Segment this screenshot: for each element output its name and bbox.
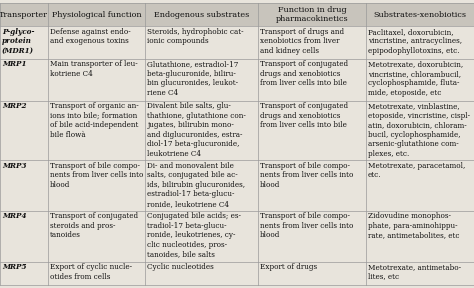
Text: Substrates-xenobiotics: Substrates-xenobiotics	[374, 11, 466, 19]
Text: Main transporter of leu-
kotriene C4: Main transporter of leu- kotriene C4	[50, 60, 137, 78]
Text: Glutathione, estradiol-17
beta-glucuronide, biliru-
bin glucuronides, leukot-
ri: Glutathione, estradiol-17 beta-glucuroni…	[147, 60, 239, 97]
Text: Paclitaxel, doxorubicin,
vincristine, antracyclines,
epipodophyllotoxins, etc.: Paclitaxel, doxorubicin, vincristine, an…	[368, 28, 462, 55]
Text: Defense against endo-
and exogenous toxins: Defense against endo- and exogenous toxi…	[50, 28, 130, 45]
Text: P-glyco-
protein
(MDR1): P-glyco- protein (MDR1)	[2, 28, 35, 55]
Bar	[0, 3, 474, 26]
Text: Divalent bile salts, glu-
thathione, glutathione con-
jugates, bilirubin mono-
a: Divalent bile salts, glu- thathione, glu…	[147, 102, 246, 158]
Text: Metotrexate, doxorubicin,
vincristine, chlorambucil,
cyclophosphamide, fluta-
mi: Metotrexate, doxorubicin, vincristine, c…	[368, 60, 463, 97]
Text: MRP4: MRP4	[2, 212, 27, 220]
Text: Transport of conjugated
drugs and xenobiotics
from liver cells into bile: Transport of conjugated drugs and xenobi…	[260, 102, 348, 129]
Text: MRP2: MRP2	[2, 102, 27, 110]
Text: Metotrexate, paracetamol,
etc.: Metotrexate, paracetamol, etc.	[368, 162, 465, 179]
Text: Conjugated bile acids; es-
tradiol-17 beta-glucu-
ronide, leukotrienes, cy-
clic: Conjugated bile acids; es- tradiol-17 be…	[147, 212, 241, 258]
Text: Transport of bile compo-
nents from liver cells into
blood: Transport of bile compo- nents from live…	[260, 212, 354, 239]
Text: Endogenous substrates: Endogenous substrates	[154, 11, 249, 19]
Text: Transport of conjugated
steroids and pros-
tanoides: Transport of conjugated steroids and pro…	[50, 212, 137, 239]
Text: Function in drug
pharmacokinetics: Function in drug pharmacokinetics	[276, 6, 348, 23]
Text: MRP5: MRP5	[2, 263, 27, 271]
Text: Transport of drugs and
xenobiotics from liver
and kidney cells: Transport of drugs and xenobiotics from …	[260, 28, 344, 55]
Text: Transport of bile compo-
nents from liver cells into
blood: Transport of bile compo- nents from live…	[260, 162, 354, 189]
Bar	[0, 211, 474, 262]
Text: Transport of conjugated
drugs and xenobiotics
from liver cells into bile: Transport of conjugated drugs and xenobi…	[260, 60, 348, 87]
Text: Export of drugs: Export of drugs	[260, 263, 317, 271]
Bar	[0, 26, 474, 59]
Bar	[0, 101, 474, 160]
Text: Transporter: Transporter	[0, 11, 48, 19]
Bar	[0, 262, 474, 285]
Text: Zidovudine monophos-
phate, para-aminohippu-
rate, antimetabolites, etc: Zidovudine monophos- phate, para-aminohi…	[368, 212, 460, 239]
Bar	[0, 160, 474, 211]
Text: Metotrexate, antimetabo-
lites, etc: Metotrexate, antimetabo- lites, etc	[368, 263, 461, 281]
Text: Metotrexate, vinblastine,
etoposide, vincristine, cispl-
atin, doxorubicin, chlo: Metotrexate, vinblastine, etoposide, vin…	[368, 102, 470, 158]
Text: Cyclic nucleotides: Cyclic nucleotides	[147, 263, 214, 271]
Text: MRP3: MRP3	[2, 162, 27, 170]
Bar	[0, 59, 474, 101]
Text: Di- and monovalent bile
salts, conjugated bile ac-
ids, bilirubin glucuronides,
: Di- and monovalent bile salts, conjugate…	[147, 162, 246, 208]
Text: Transport of organic an-
ions into bile; formation
of bile acid-independent
bile: Transport of organic an- ions into bile;…	[50, 102, 138, 139]
Text: MRP1: MRP1	[2, 60, 27, 69]
Text: Export of cyclic nucle-
otides from cells: Export of cyclic nucle- otides from cell…	[50, 263, 132, 281]
Text: Transport of bile compo-
nents from liver cells into
blood: Transport of bile compo- nents from live…	[50, 162, 143, 189]
Text: Physiological function: Physiological function	[52, 11, 141, 19]
Text: Steroids, hydrophobic cat-
ionic compounds: Steroids, hydrophobic cat- ionic compoun…	[147, 28, 244, 45]
